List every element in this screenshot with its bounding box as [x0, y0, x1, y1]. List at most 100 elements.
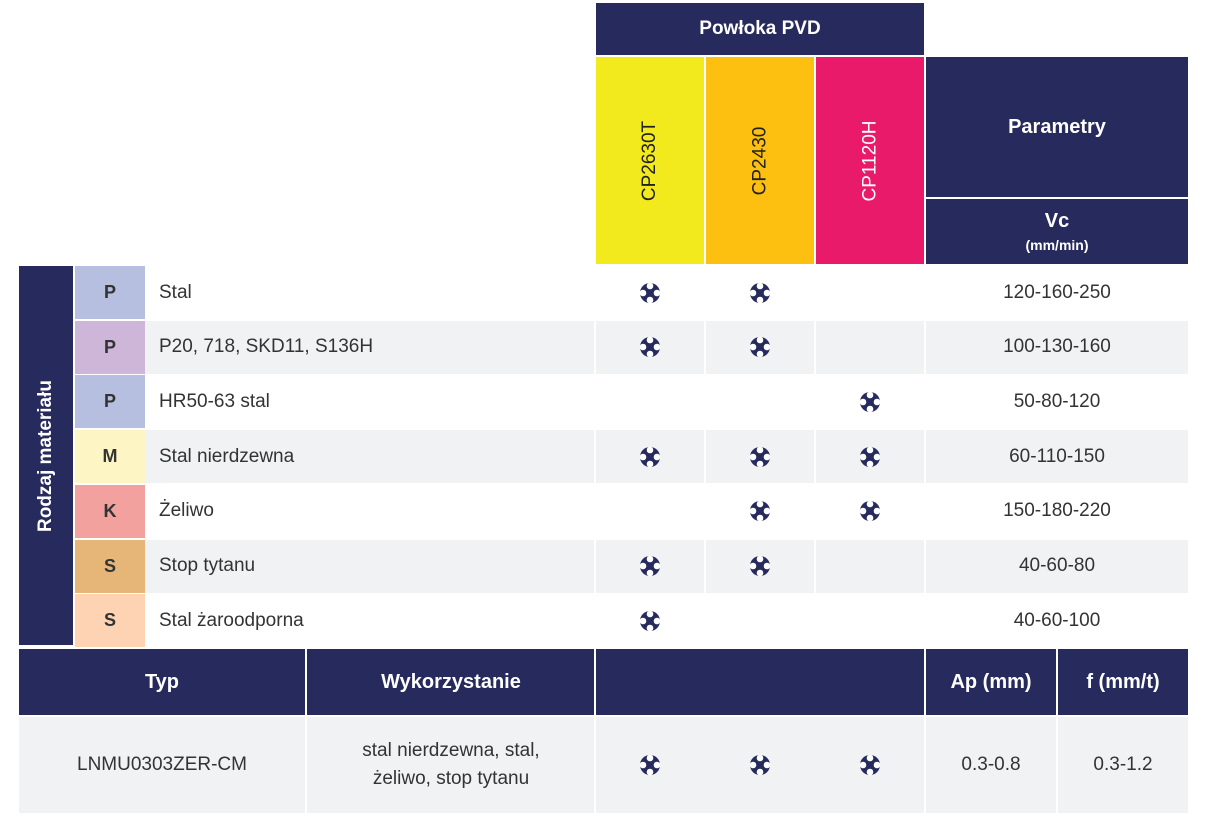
material-type-side-label: Rodzaj materiału: [19, 266, 73, 645]
parameters-header: Parametry: [926, 57, 1188, 197]
coating-cell-cp1120h: [816, 321, 924, 374]
cross-mark-icon: [749, 446, 771, 467]
coating-cell-cp1120h: [816, 485, 924, 538]
material-row: S Stal żaroodporna 40-60-100: [75, 594, 1188, 648]
coating-cell-cp2630t: [596, 485, 704, 538]
coating-cell-cp2430: [706, 594, 814, 647]
cross-mark-icon: [749, 336, 771, 358]
material-name: Żeliwo: [159, 500, 214, 522]
coating-cell-cp2630t: [596, 266, 704, 319]
vc-header: Vc (mm/min): [926, 199, 1188, 264]
cross-mark-icon: [859, 500, 881, 522]
material-code: M: [75, 430, 145, 484]
bottom-coating-cell: [706, 717, 814, 813]
vc-value: 40-60-80: [1018, 555, 1096, 576]
pvd-coating-label: Powłoka PVD: [699, 18, 821, 39]
usage-column-header: Wykorzystanie: [307, 649, 595, 715]
vc-label: Vc: [1044, 210, 1070, 232]
cross-mark-icon: [639, 336, 661, 358]
bottom-table-row: LNMU0303ZER-CM stal nierdzewna, stal, że…: [19, 717, 1188, 813]
material-name: Stal nierdzewna: [159, 445, 295, 467]
coating-column-cp2430: CP2430: [706, 57, 814, 264]
coatings-column-header: [596, 649, 924, 715]
f-value: 0.3-1.2: [1093, 754, 1153, 775]
material-row: P HR50-63 stal 50-80-120: [75, 375, 1188, 429]
coating-cell-cp2630t: [596, 594, 704, 647]
ap-column-header: Ap (mm): [926, 649, 1056, 715]
material-code: S: [75, 594, 145, 648]
cross-mark-icon: [749, 500, 771, 522]
material-code: P: [75, 375, 145, 429]
coating-cell-cp2430: [706, 430, 814, 483]
coating-cell-cp2630t: [596, 375, 704, 428]
material-row: P Stal 120-160-250: [75, 266, 1188, 319]
material-name: HR50-63 stal: [159, 390, 270, 412]
material-code: K: [75, 484, 145, 538]
coating-cell-cp1120h: [816, 375, 924, 428]
usage-line-2: żeliwo, stop tytanu: [372, 768, 530, 789]
coating-cell-cp1120h: [816, 540, 924, 593]
material-name: Stal żaroodporna: [159, 609, 304, 631]
vc-value: 120-160-250: [1003, 281, 1111, 303]
cross-mark-icon: [749, 754, 771, 776]
material-code: P: [75, 266, 145, 319]
coating-cell-cp2430: [706, 266, 814, 319]
cross-mark-icon: [749, 282, 771, 303]
bottom-coating-cell: [596, 717, 704, 813]
usage-header-label: Wykorzystanie: [381, 670, 521, 693]
ap-cell: 0.3-0.8: [926, 717, 1056, 813]
ap-header-label: Ap (mm): [950, 670, 1032, 693]
vc-unit: (mm/min): [1025, 237, 1089, 253]
cross-mark-icon: [639, 610, 661, 631]
vc-value: 60-110-150: [1009, 445, 1105, 467]
coating-cell-cp2630t: [596, 540, 704, 593]
coating-cell-cp2430: [706, 375, 814, 428]
type-value: LNMU0303ZER-CM: [77, 754, 247, 775]
material-row: M Stal nierdzewna 60-110-150: [75, 430, 1188, 484]
vc-value: 40-60-100: [1013, 609, 1101, 631]
cross-mark-icon: [639, 555, 661, 577]
type-cell: LNMU0303ZER-CM: [19, 717, 305, 813]
cross-mark-icon: [859, 754, 881, 776]
coating-label: CP2630T: [639, 120, 660, 201]
coating-cell-cp1120h: [816, 430, 924, 483]
coating-cell-cp1120h: [816, 266, 924, 319]
parameters-label: Parametry: [1008, 115, 1106, 138]
coating-label: CP1120H: [858, 120, 880, 201]
coating-cell-cp2630t: [596, 321, 704, 374]
material-name: Stal: [159, 281, 192, 303]
material-name: P20, 718, SKD11, S136H: [159, 336, 374, 358]
material-type-label: Rodzaj materiału: [35, 379, 57, 532]
cross-mark-icon: [749, 555, 771, 577]
cross-mark-icon: [639, 282, 661, 303]
coating-cell-cp1120h: [816, 594, 924, 647]
material-code: P: [75, 320, 145, 374]
type-column-header: Typ: [19, 649, 305, 715]
f-header-label: f (mm/t): [1086, 670, 1160, 693]
material-row: K Żeliwo 150-180-220: [75, 484, 1188, 538]
vc-value: 150-180-220: [1003, 500, 1111, 522]
cross-mark-icon: [639, 446, 661, 467]
cross-mark-icon: [639, 754, 661, 776]
material-row: S Stop tytanu 40-60-80: [75, 539, 1188, 593]
usage-line-1: stal nierdzewna, stal,: [362, 740, 540, 761]
pvd-coating-header: Powłoka PVD: [596, 3, 924, 55]
material-name: Stop tytanu: [159, 555, 256, 576]
f-column-header: f (mm/t): [1058, 649, 1188, 715]
material-row: P P20, 718, SKD11, S136H 100-130-160: [75, 320, 1188, 374]
coating-cell-cp2430: [706, 540, 814, 593]
bottom-coating-cell: [816, 717, 924, 813]
cross-mark-icon: [859, 391, 881, 413]
usage-cell: stal nierdzewna, stal, żeliwo, stop tyta…: [307, 717, 595, 813]
coating-cell-cp2430: [706, 485, 814, 538]
ap-value: 0.3-0.8: [961, 754, 1021, 775]
coating-column-cp1120h: CP1120H: [816, 57, 924, 264]
vc-value: 100-130-160: [1003, 336, 1111, 358]
f-cell: 0.3-1.2: [1058, 717, 1188, 813]
vc-value: 50-80-120: [1013, 390, 1101, 412]
bottom-table-header: Typ Wykorzystanie Ap (mm) f (mm/t): [19, 649, 1188, 715]
material-code: S: [75, 539, 145, 593]
coating-cell-cp2430: [706, 321, 814, 374]
coating-column-cp2630t: CP2630T: [596, 57, 704, 264]
cross-mark-icon: [859, 446, 881, 467]
